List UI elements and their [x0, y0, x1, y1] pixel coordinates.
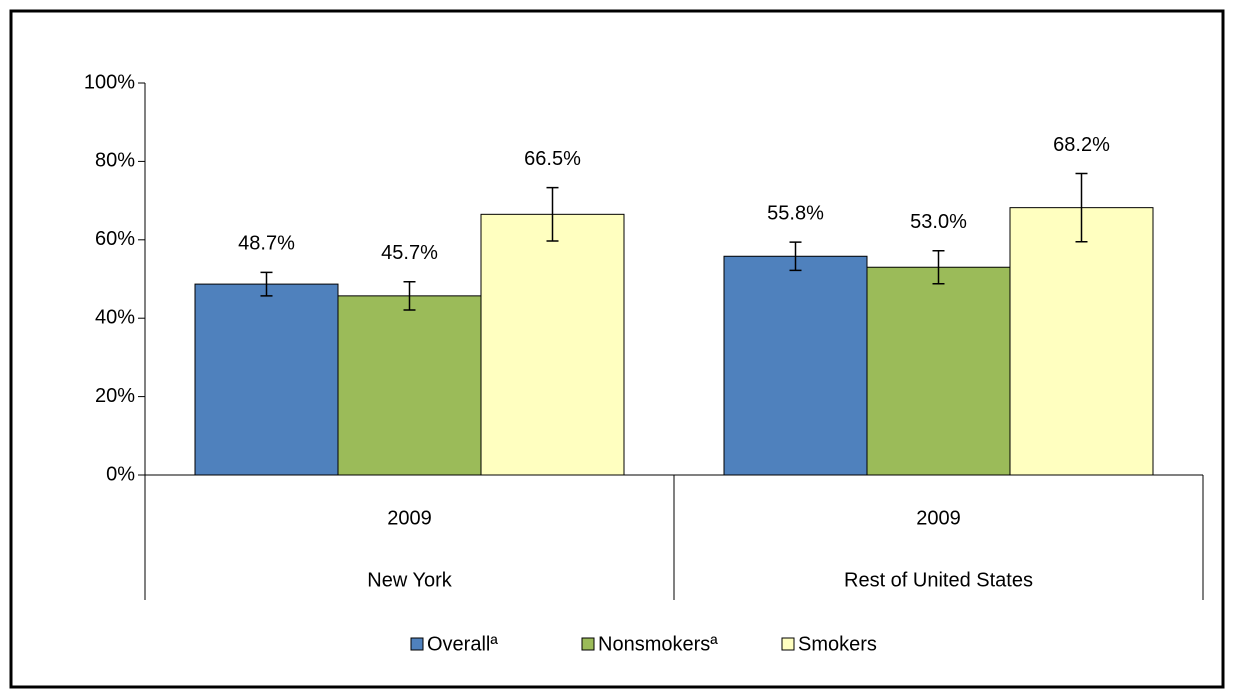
legend-label: Nonsmokersª — [598, 633, 718, 655]
group-label: Rest of United States — [844, 569, 1033, 591]
data-label: 66.5% — [524, 148, 581, 170]
data-label: 45.7% — [381, 242, 438, 264]
legend-swatch — [581, 637, 595, 651]
data-label: 68.2% — [1053, 134, 1110, 156]
bar — [337, 295, 482, 476]
bar — [866, 266, 1011, 476]
bar — [480, 213, 625, 476]
bar — [723, 255, 868, 476]
error-bar — [546, 186, 559, 242]
legend-label: Smokers — [798, 633, 877, 655]
error-bar — [1075, 172, 1088, 243]
bar — [1009, 207, 1154, 476]
x-tick-label: 2009 — [387, 507, 432, 529]
error-bar — [403, 280, 416, 311]
y-tick-label: 40% — [95, 306, 135, 328]
x-tick-label: 2009 — [916, 507, 961, 529]
y-tick-label: 0% — [106, 463, 135, 485]
data-label: 48.7% — [238, 233, 295, 255]
y-tick-label: 60% — [95, 228, 135, 250]
legend-label: Overallª — [427, 633, 498, 655]
data-label: 53.0% — [910, 211, 967, 233]
y-tick-label: 80% — [95, 150, 135, 172]
y-tick-label: 20% — [95, 385, 135, 407]
y-tick-label: 100% — [84, 71, 135, 93]
bar — [194, 283, 339, 476]
legend-swatch — [781, 637, 795, 651]
error-bar — [789, 241, 802, 272]
data-label: 55.8% — [767, 202, 824, 224]
group-label: New York — [367, 569, 452, 591]
error-bar — [932, 250, 945, 285]
error-bar — [260, 271, 273, 297]
legend-swatch — [410, 637, 424, 651]
